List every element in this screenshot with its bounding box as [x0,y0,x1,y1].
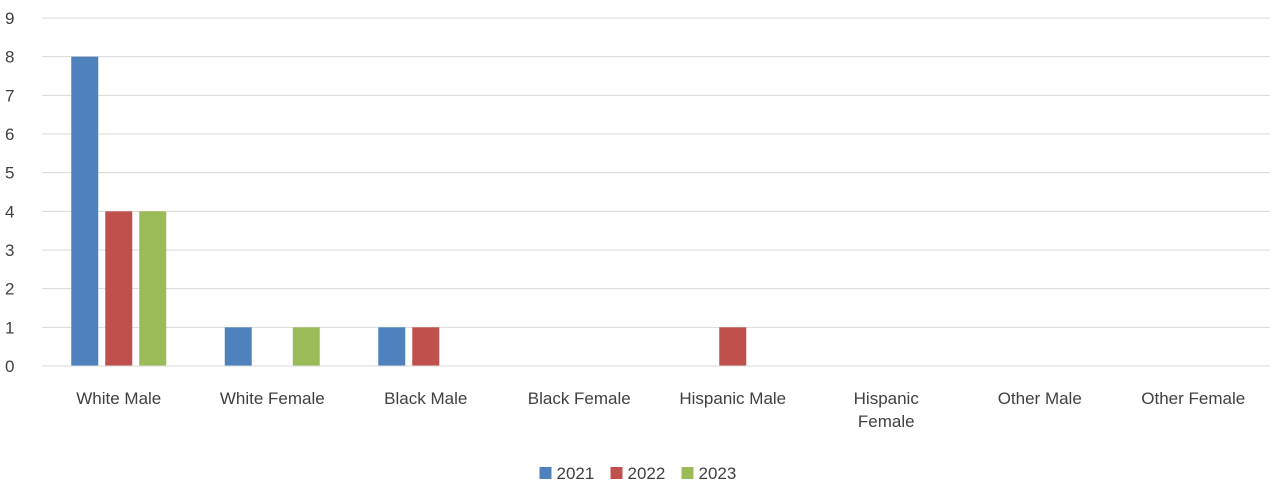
x-category-label: Hispanic Male [679,389,786,408]
y-tick-label: 6 [5,125,14,144]
y-tick-label: 1 [5,318,14,337]
bar-series [71,56,747,367]
y-axis-tick-labels: 0 1 2 3 4 5 6 7 8 9 [5,9,14,376]
x-category-label-line: White Female [220,389,325,408]
x-category-label-line: Black Male [384,389,467,408]
x-axis-category-labels: White Male White Female Black Male Black Fe… [76,389,1245,431]
bar-2022-2 [412,327,440,366]
bar-2023-1 [292,327,320,366]
y-tick-label: 4 [5,202,14,221]
x-category-label: Other Male [998,389,1082,408]
legend: 2021 2022 2023 [539,464,737,483]
y-tick-label: 2 [5,280,14,299]
bar-2021-1 [224,327,252,366]
x-category-label: Hispanic Female [854,389,920,431]
legend-swatch-2022 [610,467,623,479]
bar-2021-0 [71,56,99,367]
x-category-label-line: Female [858,412,915,431]
legend-label-2021: 2021 [557,464,595,483]
gridlines [42,17,1270,328]
x-category-label-line: Black Female [528,389,631,408]
y-tick-label: 0 [5,357,14,376]
x-category-label-line: Other Female [1141,389,1245,408]
y-tick-label: 8 [5,48,14,67]
x-category-label: Other Female [1141,389,1245,408]
x-category-label: White Female [220,389,325,408]
legend-label-2022: 2022 [628,464,666,483]
legend-swatch-2021 [539,467,552,479]
x-category-label-line: Other Male [998,389,1082,408]
legend-swatch-2023 [681,467,694,479]
x-category-label-line: White Male [76,389,161,408]
x-category-label: Black Male [384,389,467,408]
y-tick-label: 3 [5,241,14,260]
x-category-label: White Male [76,389,161,408]
legend-label-2023: 2023 [699,464,737,483]
y-tick-label: 5 [5,164,14,183]
bar-2021-2 [378,327,406,366]
x-category-label-line: Hispanic [854,389,920,408]
x-category-label-line: Hispanic Male [679,389,786,408]
bar-2022-0 [105,211,133,366]
bar-2023-0 [139,211,167,366]
y-tick-label: 9 [5,9,14,28]
x-category-label: Black Female [528,389,631,408]
y-tick-label: 7 [5,86,14,105]
bar-2022-4 [719,327,747,366]
